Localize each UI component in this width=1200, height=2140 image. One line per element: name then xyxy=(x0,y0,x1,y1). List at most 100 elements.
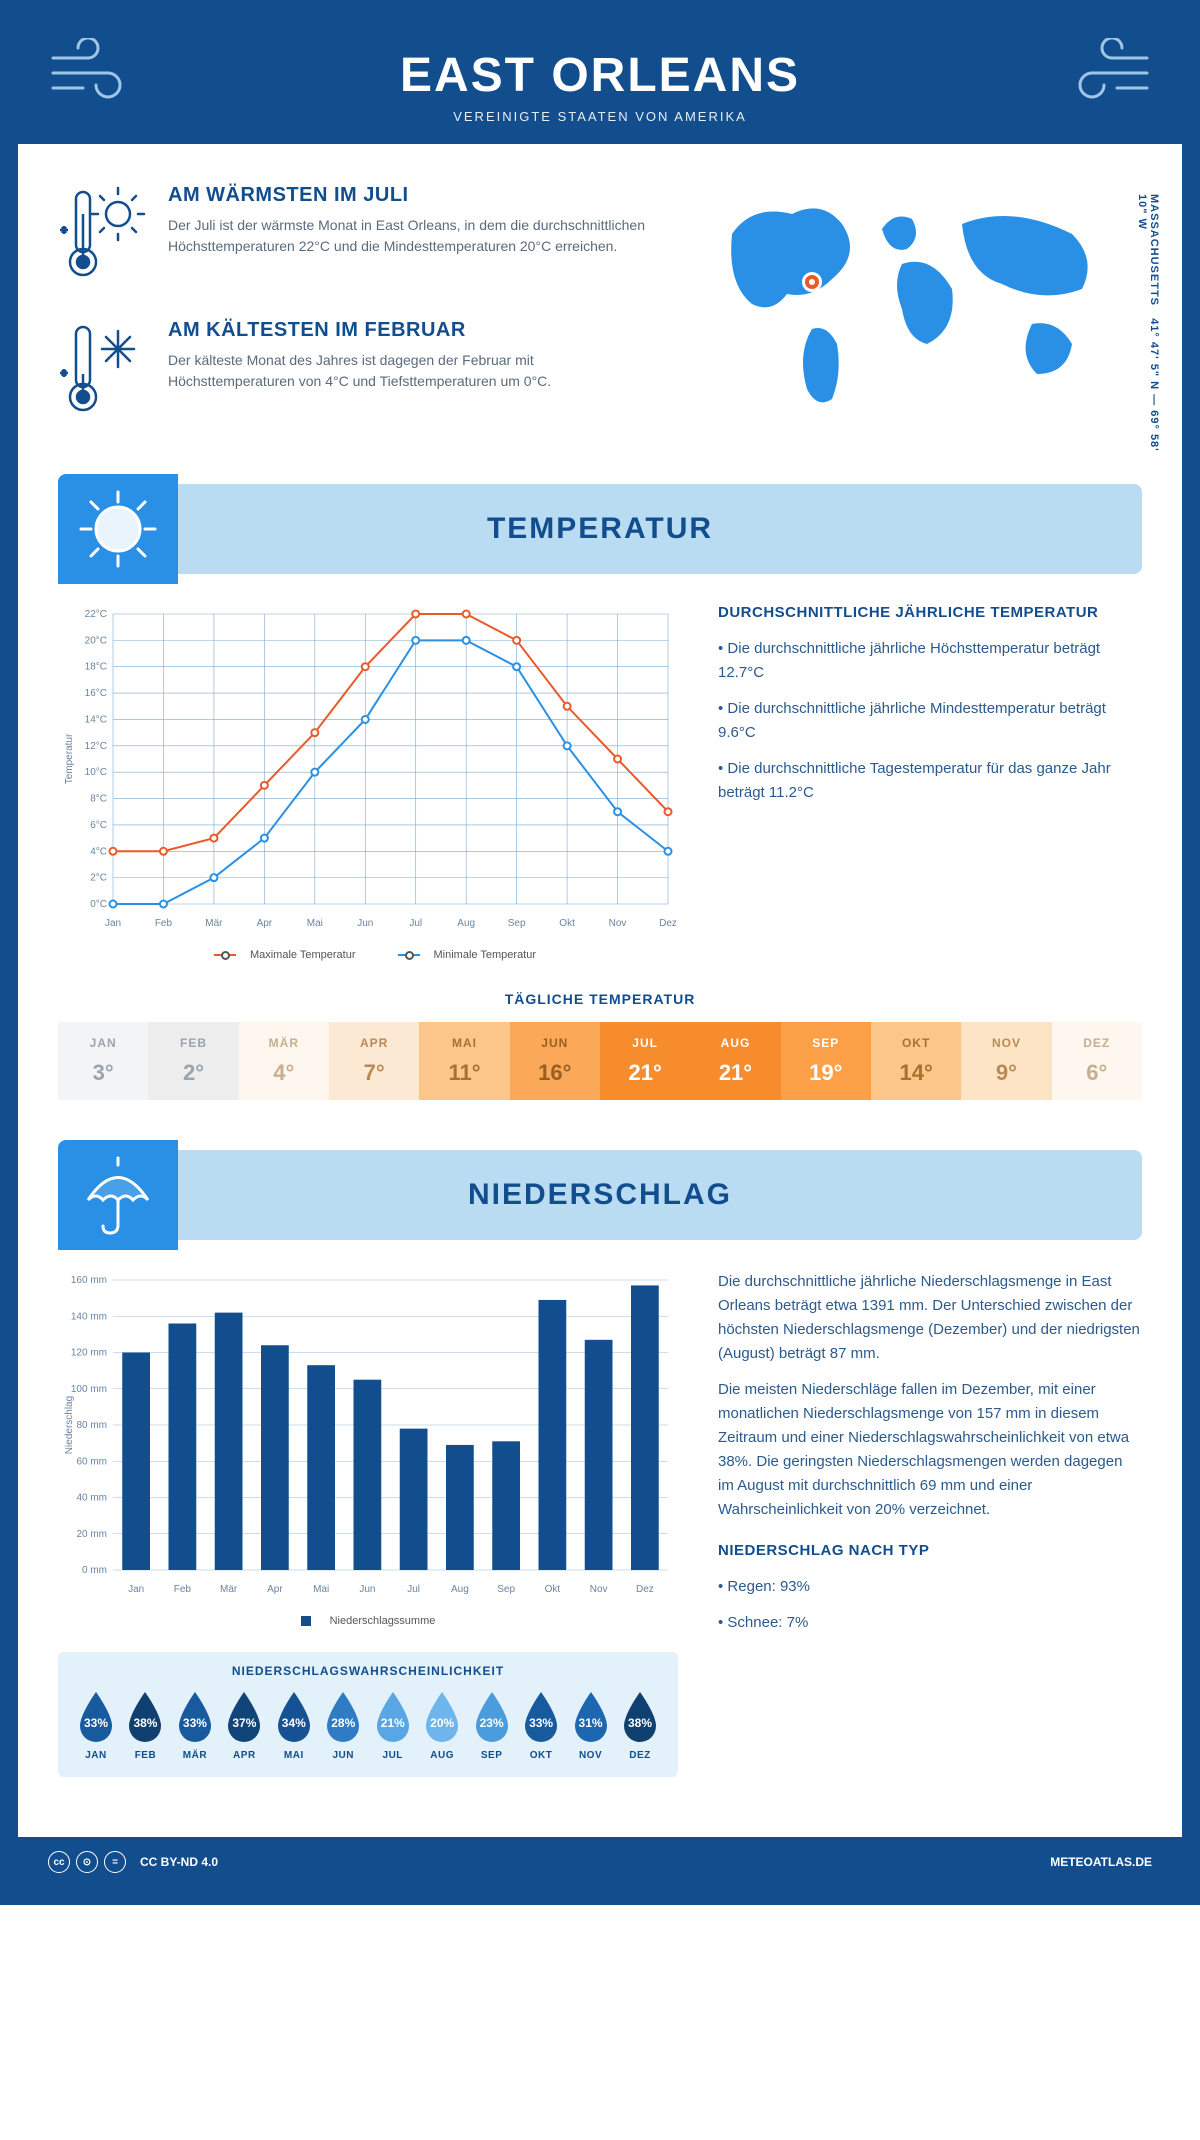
temp-cell: MÄR4° xyxy=(239,1022,329,1100)
temp-cell: NOV9° xyxy=(961,1022,1051,1100)
temp-cell: AUG21° xyxy=(690,1022,780,1100)
svg-text:Aug: Aug xyxy=(457,918,475,929)
svg-text:100 mm: 100 mm xyxy=(71,1384,107,1395)
svg-text:Okt: Okt xyxy=(545,1584,561,1595)
probability-drop: 33%OKT xyxy=(517,1690,565,1761)
svg-text:20 mm: 20 mm xyxy=(76,1529,107,1540)
svg-text:22°C: 22°C xyxy=(85,609,107,620)
svg-text:0°C: 0°C xyxy=(90,899,107,910)
probability-drop: 28%JUN xyxy=(319,1690,367,1761)
svg-text:Niederschlag: Niederschlag xyxy=(64,1396,75,1454)
coordinates: MASSACHUSETTS 41° 47' 5" N — 69° 58' 10"… xyxy=(1136,194,1160,454)
svg-text:Aug: Aug xyxy=(451,1584,469,1595)
svg-text:Feb: Feb xyxy=(174,1584,192,1595)
precipitation-bar-chart: 0 mm20 mm40 mm60 mm80 mm100 mm120 mm140 … xyxy=(58,1270,678,1600)
page-subtitle: VEREINIGTE STAATEN VON AMERIKA xyxy=(38,109,1162,124)
svg-text:Temperatur: Temperatur xyxy=(64,733,75,784)
probability-drop: 23%SEP xyxy=(468,1690,516,1761)
svg-text:Mai: Mai xyxy=(313,1584,329,1595)
umbrella-icon xyxy=(58,1140,178,1250)
svg-text:10°C: 10°C xyxy=(85,767,107,778)
svg-text:12°C: 12°C xyxy=(85,741,107,752)
sun-icon xyxy=(58,474,178,584)
svg-text:Jan: Jan xyxy=(128,1584,144,1595)
site-name: METEOATLAS.DE xyxy=(1050,1855,1152,1869)
svg-text:40 mm: 40 mm xyxy=(76,1493,107,1504)
svg-text:Jul: Jul xyxy=(409,918,422,929)
bullet-item: Die durchschnittliche Tagestemperatur fü… xyxy=(718,757,1142,805)
by-icon: ⊙ xyxy=(76,1851,98,1873)
svg-text:Dez: Dez xyxy=(636,1584,654,1595)
temp-cell: SEP19° xyxy=(781,1022,871,1100)
svg-text:160 mm: 160 mm xyxy=(71,1275,107,1286)
temperature-line-chart: 0°C2°C4°C6°C8°C10°C12°C14°C16°C18°C20°C2… xyxy=(58,604,678,934)
probability-drop: 34%MAI xyxy=(270,1690,318,1761)
daily-temperature-strip: JAN3°FEB2°MÄR4°APR7°MAI11°JUN16°JUL21°AU… xyxy=(58,1022,1142,1100)
svg-text:6°C: 6°C xyxy=(90,820,107,831)
fact-heading: AM WÄRMSTEN IM JULI xyxy=(168,184,662,207)
temp-cell: DEZ6° xyxy=(1052,1022,1142,1100)
world-map: MASSACHUSETTS 41° 47' 5" N — 69° 58' 10"… xyxy=(702,184,1142,454)
fact-heading: AM KÄLTESTEN IM FEBRUAR xyxy=(168,319,662,342)
probability-drop: 38%FEB xyxy=(121,1690,169,1761)
warmest-fact: AM WÄRMSTEN IM JULI Der Juli ist der wär… xyxy=(58,184,662,289)
probability-title: NIEDERSCHLAGSWAHRSCHEINLICHKEIT xyxy=(72,1664,664,1678)
svg-text:120 mm: 120 mm xyxy=(71,1348,107,1359)
svg-text:2°C: 2°C xyxy=(90,873,107,884)
page-header: EAST ORLEANS VEREINIGTE STAATEN VON AMER… xyxy=(18,18,1182,144)
svg-text:Sep: Sep xyxy=(508,918,526,929)
nd-icon: = xyxy=(104,1851,126,1873)
svg-text:8°C: 8°C xyxy=(90,794,107,805)
svg-text:Mai: Mai xyxy=(307,918,323,929)
probability-box: NIEDERSCHLAGSWAHRSCHEINLICHKEIT 33%JAN38… xyxy=(58,1652,678,1777)
svg-text:Apr: Apr xyxy=(257,918,273,929)
text-heading: NIEDERSCHLAG NACH TYP xyxy=(718,1542,1142,1559)
coldest-fact: AM KÄLTESTEN IM FEBRUAR Der kälteste Mon… xyxy=(58,319,662,424)
svg-text:80 mm: 80 mm xyxy=(76,1420,107,1431)
page-footer: cc ⊙ = CC BY-ND 4.0 METEOATLAS.DE xyxy=(18,1837,1182,1887)
bullet-item: Die durchschnittliche jährliche Höchstte… xyxy=(718,637,1142,685)
probability-drop: 37%APR xyxy=(220,1690,268,1761)
precip-body: Die durchschnittliche jährliche Niedersc… xyxy=(718,1270,1142,1366)
probability-drop: 33%JAN xyxy=(72,1690,120,1761)
probability-drop: 38%DEZ xyxy=(616,1690,664,1761)
svg-text:Jan: Jan xyxy=(105,918,121,929)
section-title: NIEDERSCHLAG xyxy=(58,1178,1142,1212)
precipitation-section-header: NIEDERSCHLAG xyxy=(58,1150,1142,1240)
svg-text:Nov: Nov xyxy=(590,1584,608,1595)
temperature-section-header: TEMPERATUR xyxy=(58,484,1142,574)
daily-temp-title: TÄGLICHE TEMPERATUR xyxy=(58,991,1142,1007)
svg-text:Nov: Nov xyxy=(609,918,627,929)
svg-text:Apr: Apr xyxy=(267,1584,283,1595)
license: cc ⊙ = CC BY-ND 4.0 xyxy=(48,1851,218,1873)
bullet-item: Schnee: 7% xyxy=(718,1611,1142,1635)
svg-text:60 mm: 60 mm xyxy=(76,1456,107,1467)
page-title: EAST ORLEANS xyxy=(38,48,1162,103)
temp-cell: FEB2° xyxy=(148,1022,238,1100)
svg-text:Sep: Sep xyxy=(497,1584,515,1595)
svg-text:14°C: 14°C xyxy=(85,714,107,725)
chart-legend: Niederschlagssumme xyxy=(58,1615,678,1627)
svg-text:Jun: Jun xyxy=(357,918,373,929)
svg-text:Jul: Jul xyxy=(407,1584,420,1595)
text-heading: DURCHSCHNITTLICHE JÄHRLICHE TEMPERATUR xyxy=(718,604,1142,621)
bullet- list: Die durchschnittliche jährliche Höchstte… xyxy=(718,637,1142,805)
svg-text:18°C: 18°C xyxy=(85,662,107,673)
temp-cell: APR7° xyxy=(329,1022,419,1100)
temp-cell: JUL21° xyxy=(600,1022,690,1100)
fact-body: Der kälteste Monat des Jahres ist dagege… xyxy=(168,350,662,392)
probability-drop: 31%NOV xyxy=(567,1690,615,1761)
temp-cell: OKT14° xyxy=(871,1022,961,1100)
svg-text:16°C: 16°C xyxy=(85,688,107,699)
wind-icon xyxy=(48,38,158,113)
chart-legend: Maximale TemperaturMinimale Temperatur xyxy=(58,949,678,961)
bullet-list: Regen: 93%Schnee: 7% xyxy=(718,1575,1142,1635)
svg-text:Okt: Okt xyxy=(559,918,575,929)
wind-icon xyxy=(1042,38,1152,113)
fact-body: Der Juli ist der wärmste Monat in East O… xyxy=(168,215,662,257)
cc-icon: cc xyxy=(48,1851,70,1873)
thermometer-sun-icon xyxy=(58,184,148,289)
section-title: TEMPERATUR xyxy=(58,512,1142,546)
svg-text:140 mm: 140 mm xyxy=(71,1311,107,1322)
temp-cell: JAN3° xyxy=(58,1022,148,1100)
